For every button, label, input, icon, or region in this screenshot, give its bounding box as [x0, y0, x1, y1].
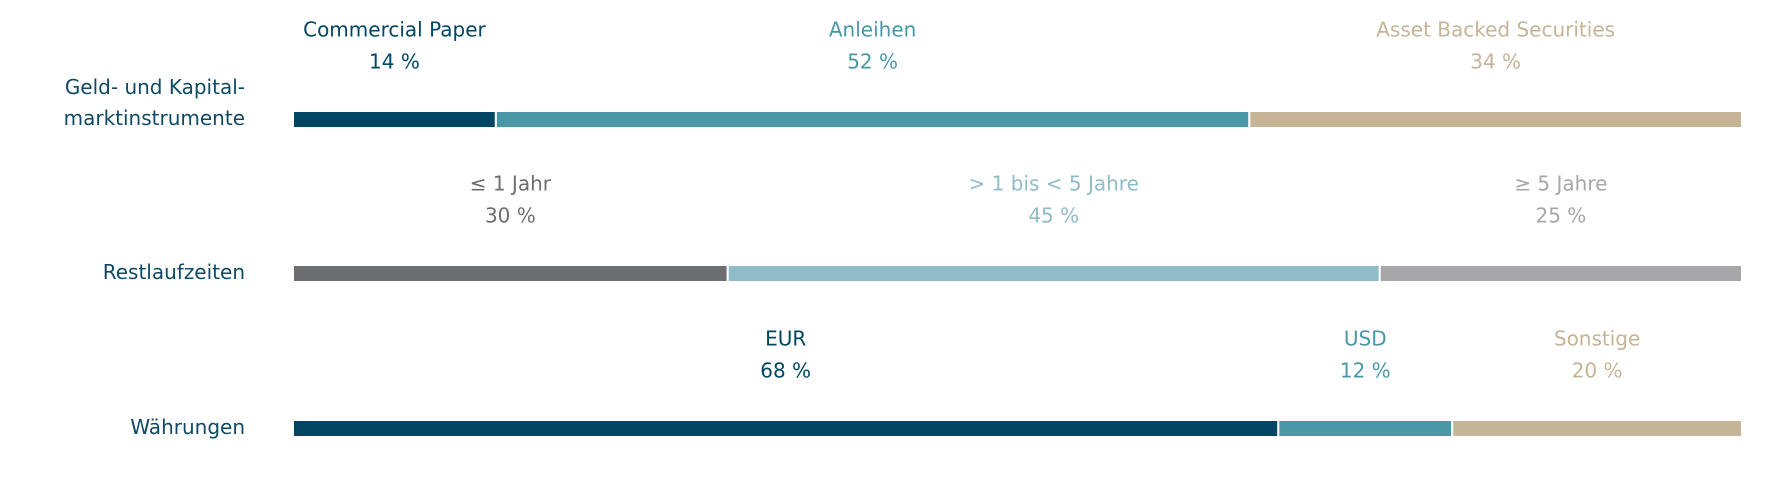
row-label: Geld- und Kapital-	[65, 75, 245, 99]
value-label: 20 %	[1572, 359, 1623, 383]
bar-segment	[1277, 419, 1454, 438]
row-label: marktinstrumente	[64, 106, 245, 130]
value-label: 25 %	[1535, 204, 1586, 228]
bar-segment	[1451, 419, 1743, 438]
bar-segment	[1248, 110, 1743, 129]
bar-segment	[726, 264, 1381, 283]
value-label: 68 %	[760, 359, 811, 383]
bar-segment	[292, 419, 1280, 438]
segment-name: EUR	[765, 327, 806, 351]
value-label: 52 %	[847, 50, 898, 74]
value-label: 12 %	[1340, 359, 1391, 383]
bar-segment	[292, 264, 729, 283]
value-label: 14 %	[369, 50, 420, 74]
segment-name: ≥ 5 Jahre	[1514, 172, 1607, 196]
segment-name: > 1 bis < 5 Jahre	[969, 172, 1139, 196]
value-label: 34 %	[1470, 50, 1521, 74]
segment-name: USD	[1344, 327, 1387, 351]
bar-segment	[292, 110, 497, 129]
row-label: Währungen	[130, 415, 245, 439]
segment-name: Asset Backed Securities	[1376, 18, 1615, 42]
segment-name: Sonstige	[1554, 327, 1640, 351]
segment-name: ≤ 1 Jahr	[470, 172, 552, 196]
segment-name: Anleihen	[829, 18, 916, 42]
bar-segment	[494, 110, 1251, 129]
segment-name: Commercial Paper	[303, 18, 486, 42]
value-label: 30 %	[485, 204, 536, 228]
row-label: Restlaufzeiten	[103, 260, 245, 284]
value-label: 45 %	[1028, 204, 1079, 228]
bar-segment	[1378, 264, 1743, 283]
